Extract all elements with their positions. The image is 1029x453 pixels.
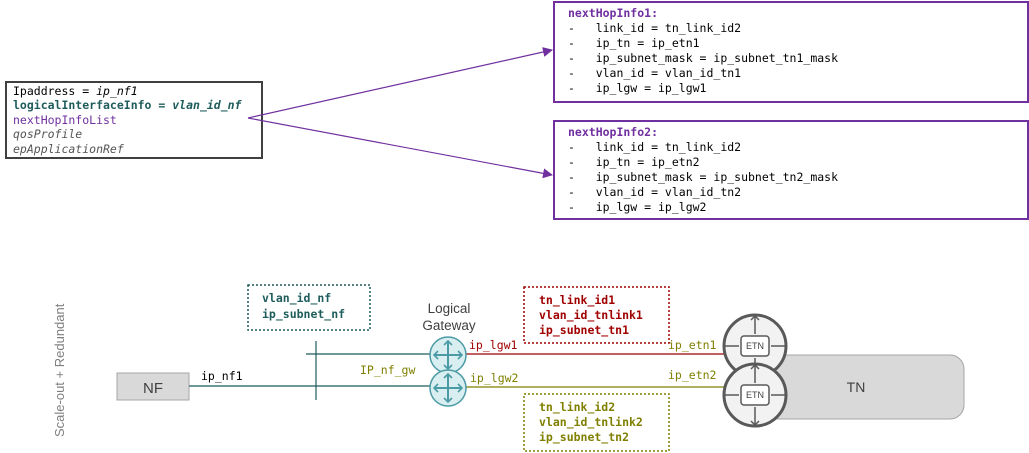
nexthop1-line: - ip_tn = ip_etn1 — [568, 36, 700, 50]
nexthop1-box — [553, 1, 1029, 103]
router-icon — [429, 336, 467, 374]
tn-label: TN — [847, 379, 866, 395]
etn-icon — [722, 362, 788, 428]
label-ip-nf1: ip_nf1 — [201, 369, 243, 383]
config-box — [5, 81, 263, 159]
nf-label: NF — [143, 380, 163, 397]
label-ip-etn1: ip_etn1 — [668, 338, 717, 352]
arrow-to-nexthop1 — [247, 47, 553, 119]
label-ip-nf-gw: IP_nf_gw — [360, 363, 415, 377]
tn-link1-box — [523, 286, 670, 344]
vlan-box-line: ip_subnet_nf — [262, 307, 345, 322]
config-line-ep-app: epApplicationRef — [13, 142, 124, 156]
config-line-ipaddress: Ipaddress = ip_nf1 — [13, 84, 138, 98]
tn-link1-line: ip_subnet_tn1 — [539, 323, 629, 338]
etn-icon — [722, 313, 788, 379]
config-line-logical-interface: logicalInterfaceInfo = vlan_id_nf — [13, 98, 243, 113]
nexthop1-line: - ip_subnet_mask = ip_subnet_tn1_mask — [568, 51, 838, 65]
arrow-to-nexthop2 — [247, 117, 553, 179]
nexthop2-line: - link_id = tn_link_id2 — [568, 140, 741, 154]
nexthop1-line: - vlan_id = vlan_id_tn1 — [568, 66, 741, 80]
nexthop2-title: nextHopInfo2: — [568, 125, 658, 139]
tn-link2-line: ip_subnet_tn2 — [539, 430, 629, 445]
vlan-box — [247, 284, 371, 331]
tn-link2-line: vlan_id_tnlink2 — [539, 415, 643, 430]
label-ip-lgw2: ip_lgw2 — [470, 371, 518, 385]
nexthop1-line: - ip_lgw = ip_lgw1 — [568, 81, 707, 95]
label-ip-etn2: ip_etn2 — [668, 368, 716, 382]
gateway-label-line2: Gateway — [422, 318, 476, 333]
nexthop2-line: - ip_tn = ip_etn2 — [568, 155, 700, 169]
router-icon — [429, 369, 467, 407]
tn-link2-line: tn_link_id2 — [539, 400, 615, 415]
tn-link2-box — [523, 393, 670, 452]
nexthop1-line: - link_id = tn_link_id2 — [568, 21, 741, 35]
label-ip-lgw1: ip_lgw1 — [469, 338, 518, 352]
nf-box — [116, 372, 190, 401]
gateway-label-line1: Logical — [428, 301, 471, 316]
vlan-box-line: vlan_id_nf — [262, 291, 331, 306]
nexthop2-line: - ip_subnet_mask = ip_subnet_tn2_mask — [568, 170, 838, 184]
nexthop1-title: nextHopInfo1: — [568, 6, 658, 20]
nexthop2-box — [553, 120, 1029, 220]
side-label: Scale-out + Redundant — [52, 303, 67, 437]
etn-label: ETN — [746, 390, 764, 400]
config-line-qos: qosProfile — [13, 127, 82, 141]
nexthop2-line: - vlan_id = vlan_id_tn2 — [568, 185, 741, 199]
config-line-nexthop-list: nextHopInfoList — [13, 113, 117, 127]
tn-link1-line: tn_link_id1 — [539, 293, 615, 308]
tn-link1-line: vlan_id_tnlink1 — [539, 308, 643, 323]
nexthop2-line: - ip_lgw = ip_lgw2 — [568, 200, 706, 214]
etn-label: ETN — [746, 341, 764, 351]
